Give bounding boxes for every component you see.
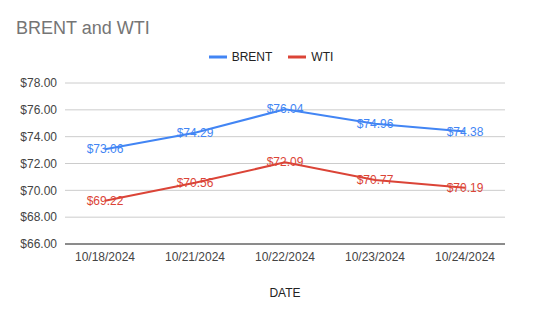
svg-text:10/21/2024: 10/21/2024 [165, 250, 225, 264]
svg-text:10/22/2024: 10/22/2024 [255, 250, 315, 264]
svg-text:$73.06: $73.06 [87, 142, 124, 156]
html-text:BRENT and WTI: BRENT and WTI [16, 18, 150, 38]
svg-text:DATE: DATE [269, 286, 300, 300]
svg-text:$78.00: $78.00 [20, 76, 57, 90]
html-text:BRENT: BRENT [231, 50, 273, 64]
svg-text:10/18/2024: 10/18/2024 [75, 250, 135, 264]
html-text:WTI: WTI [311, 50, 334, 64]
svg-text:10/23/2024: 10/23/2024 [345, 250, 405, 264]
svg-text:$74.00: $74.00 [20, 130, 57, 144]
svg-text:$74.38: $74.38 [447, 125, 484, 139]
svg-text:$70.77: $70.77 [357, 173, 394, 187]
svg-text:$72.09: $72.09 [267, 155, 304, 169]
svg-text:$66.00: $66.00 [20, 237, 57, 251]
svg-text:$70.56: $70.56 [177, 176, 214, 190]
svg-text:$70.19: $70.19 [447, 181, 484, 195]
svg-text:$69.22: $69.22 [87, 194, 124, 208]
svg-text:10/24/2024: 10/24/2024 [435, 250, 495, 264]
svg-text:$70.00: $70.00 [20, 184, 57, 198]
svg-text:$76.00: $76.00 [20, 103, 57, 117]
svg-text:$68.00: $68.00 [20, 210, 57, 224]
svg-text:$74.29: $74.29 [177, 126, 214, 140]
svg-text:$74.96: $74.96 [357, 117, 394, 131]
svg-text:$72.00: $72.00 [20, 157, 57, 171]
svg-text:$76.04: $76.04 [267, 102, 304, 116]
